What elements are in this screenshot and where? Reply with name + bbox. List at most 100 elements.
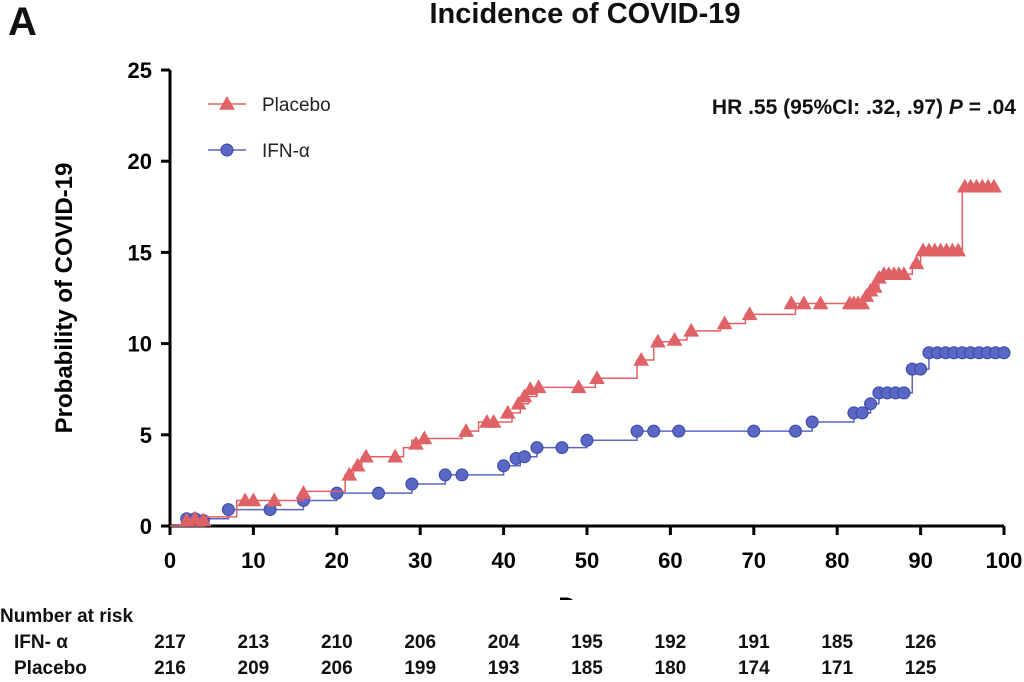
x-tick-label: 100 bbox=[986, 548, 1023, 573]
y-tick-label: 0 bbox=[140, 514, 152, 539]
risk-value: 185 bbox=[571, 658, 603, 679]
risk-table: Number at risk IFN- α 217 213 210 206 204 195 1… bbox=[0, 596, 1024, 679]
risk-value: 199 bbox=[404, 658, 437, 679]
risk-value: 216 bbox=[154, 658, 186, 679]
risk-value: 210 bbox=[320, 632, 353, 653]
km-chart: 0 5 10 15 20 25 0 10 20 30 40 50 60 70 80 90 100 Days Prob… bbox=[51, 58, 1023, 600]
ifn-censor-mark bbox=[221, 503, 235, 517]
ifn-censor-mark bbox=[330, 486, 344, 500]
ifn-censor-mark bbox=[789, 424, 802, 438]
placebo-censor-mark bbox=[633, 352, 650, 366]
placebo-censor-mark bbox=[866, 279, 883, 293]
hazard-ratio-annotation: HR .55 (95%CI: .32, .97) P = .04 bbox=[712, 96, 1016, 120]
x-tick-label: 90 bbox=[908, 548, 932, 573]
placebo-censor-mark bbox=[908, 255, 925, 270]
y-tick-label: 5 bbox=[140, 423, 152, 448]
x-axis-label: Days bbox=[558, 593, 615, 600]
placebo-censor-mark bbox=[530, 379, 547, 394]
panel-label: A bbox=[8, 0, 37, 44]
placebo-censor-mark bbox=[245, 492, 262, 507]
placebo-censor-mark bbox=[589, 370, 605, 385]
x-tick-label: 60 bbox=[658, 548, 682, 573]
risk-row-label: Placebo bbox=[14, 658, 87, 679]
risk-value: 195 bbox=[571, 632, 603, 653]
ifn-censor-mark bbox=[897, 386, 911, 400]
placebo-censor-mark bbox=[986, 178, 1002, 193]
risk-row: Placebo 216 209 206 199 193 185 180 174 171 125 bbox=[0, 658, 1024, 682]
placebo-censor-mark bbox=[896, 266, 912, 281]
placebo-censor-mark bbox=[266, 492, 283, 507]
ifn-censor-mark bbox=[517, 450, 531, 464]
placebo-censor-mark bbox=[666, 331, 683, 346]
x-tick-label: 30 bbox=[408, 548, 432, 573]
ifn-censor-mark bbox=[997, 346, 1011, 360]
placebo-censor-mark bbox=[516, 388, 533, 403]
risk-value: 126 bbox=[904, 632, 937, 653]
legend-ifn-label: IFN-α bbox=[262, 141, 310, 162]
ifn-censor-mark bbox=[438, 468, 452, 482]
ifn-censor-mark bbox=[555, 441, 569, 455]
risk-value: 213 bbox=[237, 632, 270, 653]
ifn-censor-mark bbox=[855, 406, 869, 420]
placebo-censor-mark bbox=[458, 423, 474, 437]
placebo-censor-mark bbox=[349, 457, 366, 472]
risk-table-header: Number at risk bbox=[0, 606, 134, 627]
p-label: P bbox=[948, 96, 963, 119]
x-tick-label: 50 bbox=[575, 548, 599, 573]
y-tick-label: 25 bbox=[128, 58, 152, 83]
placebo-censor-mark bbox=[783, 295, 800, 310]
risk-value: 193 bbox=[487, 658, 520, 679]
ifn-censor-mark bbox=[372, 486, 385, 500]
placebo-censor-mark bbox=[741, 306, 758, 321]
y-axis-label: Probability of COVID-19 bbox=[51, 163, 78, 434]
risk-value: 185 bbox=[821, 632, 854, 653]
risk-value: 209 bbox=[237, 658, 270, 679]
placebo-step-line bbox=[170, 185, 996, 527]
placebo-censor-mark bbox=[570, 379, 587, 394]
risk-value: 206 bbox=[320, 658, 353, 679]
placebo-censor-mark bbox=[716, 315, 733, 330]
ifn-censor-mark bbox=[530, 441, 544, 455]
x-tick-label: 0 bbox=[164, 548, 176, 573]
risk-value: 204 bbox=[487, 632, 520, 653]
placebo-censor-mark bbox=[650, 333, 666, 348]
ifn-censor-mark bbox=[914, 362, 928, 376]
risk-value: 217 bbox=[154, 632, 186, 653]
risk-value: 125 bbox=[904, 658, 937, 679]
risk-value: 180 bbox=[654, 658, 687, 679]
chart-title: Incidence of COVID-19 bbox=[429, 0, 741, 30]
placebo-censor-mark bbox=[854, 295, 871, 310]
legend-placebo-label: Placebo bbox=[262, 95, 331, 116]
placebo-censor-mark bbox=[485, 414, 502, 428]
placebo-censor-mark bbox=[358, 448, 374, 463]
risk-row-label: IFN- α bbox=[14, 632, 68, 653]
x-tick-label: 20 bbox=[325, 548, 349, 573]
x-tick-label: 40 bbox=[491, 548, 515, 573]
placebo-censor-mark bbox=[387, 448, 404, 463]
y-tick-label: 15 bbox=[128, 240, 152, 265]
p-value: = .04 bbox=[962, 96, 1016, 119]
ifn-censor-mark bbox=[455, 468, 469, 482]
placebo-censor-mark bbox=[950, 242, 966, 257]
risk-value: 206 bbox=[404, 632, 437, 653]
legend-placebo-marker bbox=[219, 95, 235, 110]
x-tick-label: 70 bbox=[742, 548, 766, 573]
ifn-censor-mark bbox=[805, 415, 819, 429]
x-tick-label: 10 bbox=[241, 548, 265, 573]
placebo-censor-mark bbox=[416, 430, 433, 445]
risk-value: 174 bbox=[737, 658, 770, 679]
ifn-censor-mark bbox=[497, 459, 511, 473]
ifn-censor-mark bbox=[630, 424, 644, 438]
placebo-censor-mark bbox=[187, 510, 203, 525]
ifn-censor-mark bbox=[864, 397, 878, 411]
placebo-censor-mark bbox=[812, 295, 829, 310]
ifn-censor-mark bbox=[580, 433, 594, 447]
ifn-censor-mark bbox=[405, 477, 419, 491]
placebo-censor-mark bbox=[295, 485, 312, 499]
y-tick-label: 10 bbox=[128, 332, 152, 357]
placebo-censor-mark bbox=[195, 512, 212, 527]
ifn-censor-mark bbox=[747, 424, 761, 438]
placebo-censor-mark bbox=[795, 295, 812, 310]
placebo-censor-mark bbox=[683, 322, 700, 337]
x-tick-label: 80 bbox=[825, 548, 849, 573]
